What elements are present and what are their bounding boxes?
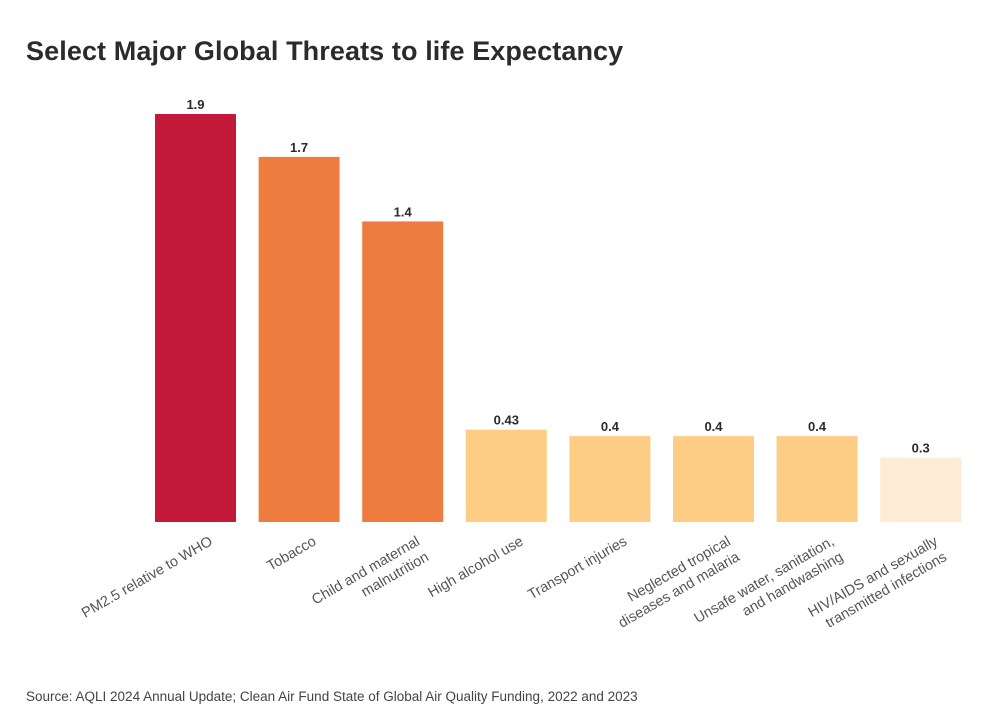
x-tick-label-2: Child and maternalmalnutrition [309,534,431,624]
bar-2 [362,221,444,522]
value-label-3: 0.43 [494,413,519,428]
value-label-4: 0.4 [601,419,620,434]
value-label-0: 1.9 [186,97,204,112]
value-label-1: 1.7 [290,140,308,155]
bar-1 [258,156,340,522]
chart-title: Select Major Global Threats to life Expe… [26,36,624,66]
bar-chart: 1.9 1.7 1.4 0.43 0.4 0.4 0.4 0.3 PM2.5 relative… [79,97,962,632]
bar-7 [880,457,962,522]
bar-3 [465,429,547,522]
value-labels-group: 1.9 1.7 1.4 0.43 0.4 0.4 0.4 0.3 [186,97,929,456]
bar-4 [569,436,651,522]
bars-group [155,114,962,522]
bar-5 [673,436,754,522]
x-tick-label-1: Tobacco [264,534,319,575]
bar-0 [155,114,236,522]
value-label-6: 0.4 [808,419,827,434]
x-tick-label-0: PM2.5 relative to WHO [79,534,215,622]
value-label-5: 0.4 [704,419,723,434]
value-label-2: 1.4 [394,204,413,219]
x-tick-label-4: Transport injuries [525,534,630,604]
value-label-7: 0.3 [912,441,930,456]
bar-6 [776,436,858,522]
source-note: Source: AQLI 2024 Annual Update; Clean A… [26,689,638,704]
x-tick-label-3: High alcohol use [425,534,526,601]
